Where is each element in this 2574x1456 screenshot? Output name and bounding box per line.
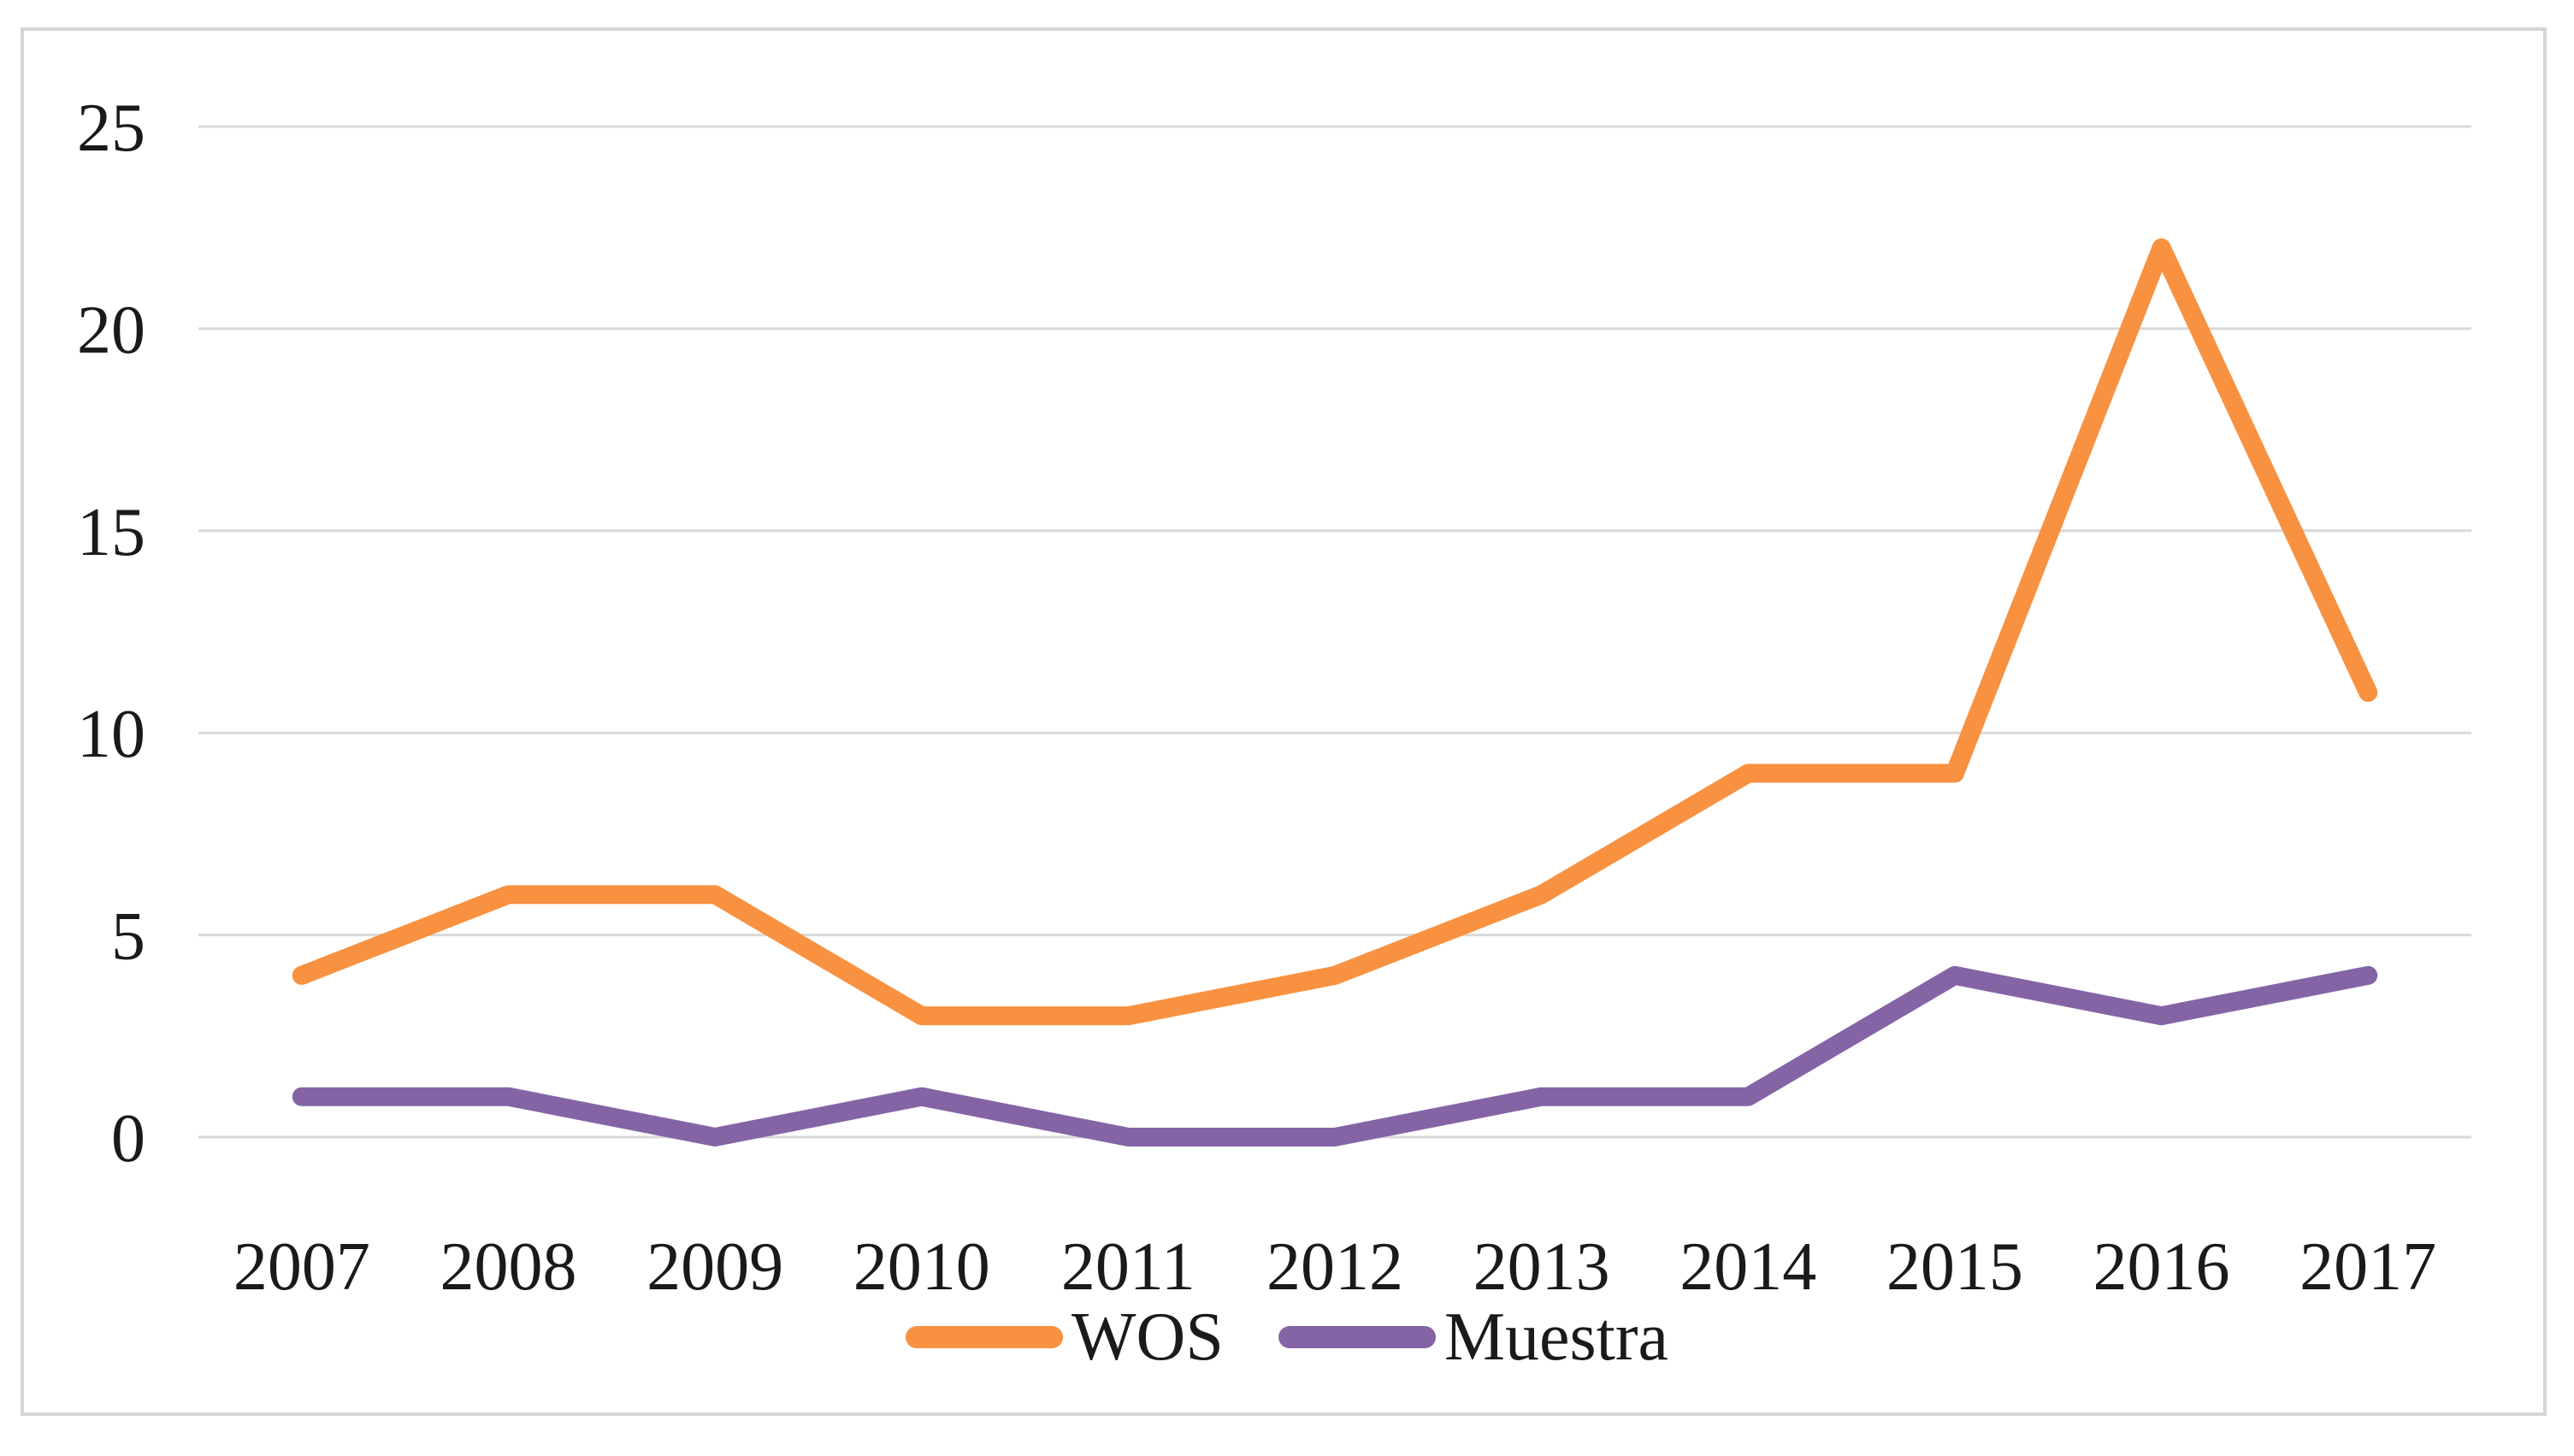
x-tick-label: 2013 [1473, 1229, 1610, 1305]
muestra-series-line [292, 965, 2378, 1147]
chart-frame [21, 27, 2547, 1416]
x-tick-label: 2012 [1266, 1229, 1403, 1305]
x-tick-label: 2009 [646, 1229, 783, 1305]
legend-label-muestra: Muestra [1443, 1300, 1668, 1375]
x-tick-label: 2015 [1886, 1229, 2023, 1305]
legend-item-wos: WOS [906, 1303, 1224, 1371]
wos-series-line [292, 238, 2378, 1026]
y-tick-label: 5 [111, 899, 145, 975]
x-tick-label: 2016 [2093, 1229, 2230, 1305]
y-tick-label: 25 [77, 91, 145, 166]
muestra-line-swatch-icon [1278, 1326, 1436, 1348]
wos-line-swatch-icon [906, 1326, 1064, 1348]
legend-label-wos: WOS [1072, 1300, 1224, 1375]
chart-legend: WOS Muestra [906, 1303, 1668, 1371]
x-tick-label: 2008 [440, 1229, 576, 1305]
y-tick-label: 20 [77, 292, 145, 368]
x-tick-label: 2011 [1061, 1229, 1195, 1305]
y-tick-label: 15 [77, 495, 145, 570]
x-tick-label: 2007 [233, 1229, 370, 1305]
x-tick-label: 2010 [853, 1229, 990, 1305]
y-tick-label: 0 [111, 1101, 145, 1176]
legend-item-muestra: Muestra [1278, 1303, 1668, 1371]
x-tick-label: 2014 [1680, 1229, 1816, 1305]
y-tick-label: 10 [77, 697, 145, 772]
x-tick-label: 2017 [2299, 1229, 2436, 1305]
